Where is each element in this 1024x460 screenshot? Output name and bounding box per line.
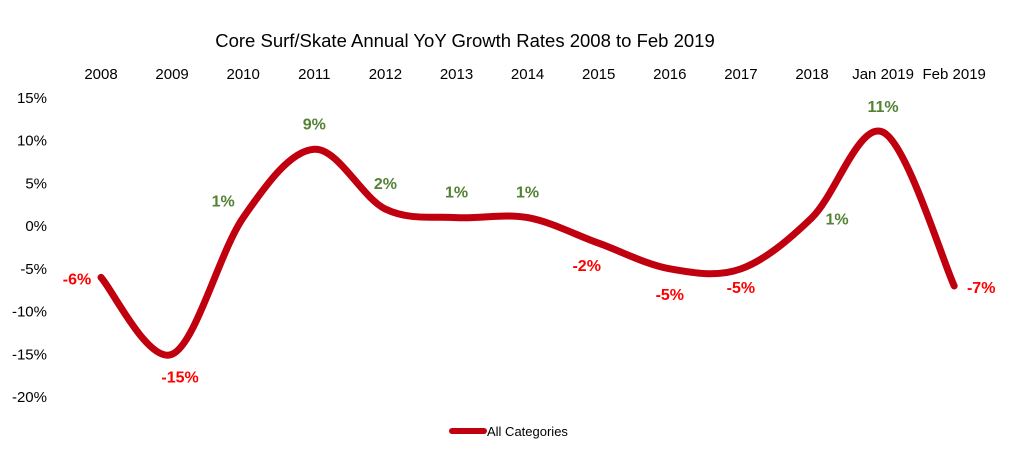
y-tick-label: -5% bbox=[20, 261, 47, 278]
x-tick-label: 2011 bbox=[298, 66, 330, 83]
x-tick-label: Jan 2019 bbox=[852, 66, 914, 83]
x-tick-label: 2017 bbox=[724, 66, 757, 83]
y-tick-label: -20% bbox=[12, 389, 47, 406]
data-label: 11% bbox=[868, 99, 899, 116]
x-tick-label: 2008 bbox=[84, 66, 117, 83]
x-tick-label: 2012 bbox=[369, 66, 402, 83]
y-tick-label: -15% bbox=[12, 346, 47, 363]
x-tick-label: 2015 bbox=[582, 66, 615, 83]
data-label: 1% bbox=[825, 212, 848, 229]
data-label: 1% bbox=[212, 194, 235, 211]
data-label: -5% bbox=[727, 280, 755, 297]
data-label: 2% bbox=[374, 176, 397, 193]
y-axis-tick-labels: 15% 10% 5% 0% -5% -10% -15% -20% bbox=[12, 90, 47, 406]
data-label: -6% bbox=[63, 271, 91, 288]
data-label: 9% bbox=[303, 116, 326, 133]
x-tick-label: 2018 bbox=[795, 66, 828, 83]
y-tick-label: 15% bbox=[17, 90, 47, 107]
y-tick-label: -10% bbox=[12, 304, 47, 321]
legend: All Categories bbox=[449, 424, 568, 439]
x-tick-label: Feb 2019 bbox=[923, 66, 986, 83]
x-tick-label: 2014 bbox=[511, 66, 544, 83]
y-tick-label: 10% bbox=[17, 133, 47, 150]
data-label: -7% bbox=[967, 280, 995, 297]
x-tick-label: 2016 bbox=[653, 66, 686, 83]
x-axis-tick-labels: 2008 2009 2010 2011 2012 2013 2014 2015 2016 2017… bbox=[84, 66, 986, 83]
data-label: -5% bbox=[656, 287, 684, 304]
data-label: 1% bbox=[445, 185, 468, 202]
series-line-all-categories bbox=[97, 127, 958, 359]
data-label: 1% bbox=[516, 185, 539, 202]
legend-label: All Categories bbox=[487, 424, 568, 439]
x-tick-label: 2009 bbox=[155, 66, 188, 83]
x-tick-label: 2013 bbox=[440, 66, 473, 83]
x-tick-label: 2010 bbox=[227, 66, 260, 83]
chart-title: Core Surf/Skate Annual YoY Growth Rates … bbox=[215, 30, 715, 51]
y-tick-label: 5% bbox=[25, 175, 47, 192]
y-tick-label: 0% bbox=[25, 218, 47, 235]
data-labels: -6% -15% 1% 9% 2% 1% 1% -2% -5% -5% 1% 11% -7% bbox=[63, 99, 996, 386]
data-label: -2% bbox=[572, 258, 600, 275]
data-label: -15% bbox=[161, 369, 198, 386]
